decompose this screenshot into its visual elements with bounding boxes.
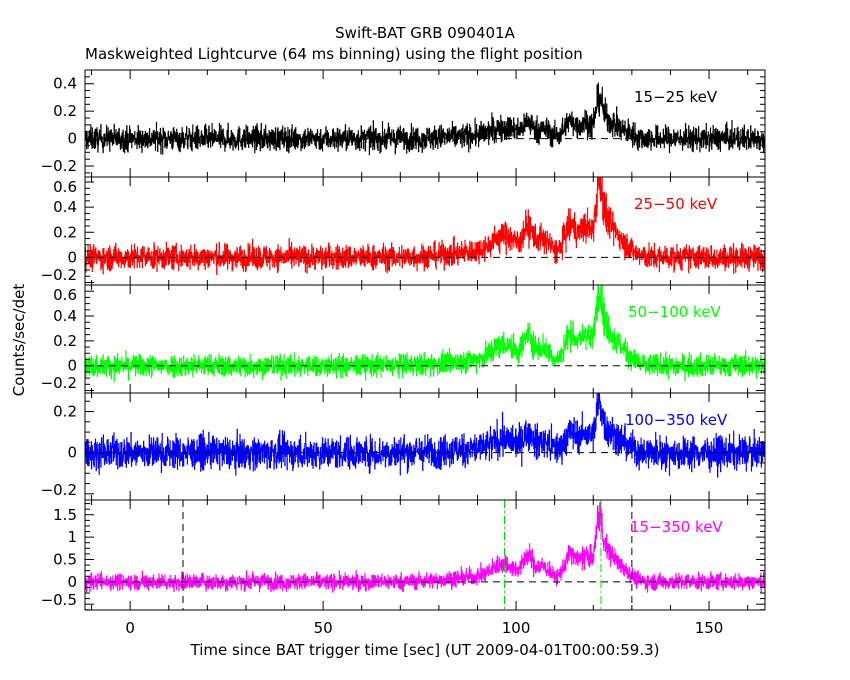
y-tick-label: 0 [67,357,77,375]
y-tick-label: 0.2 [53,102,77,120]
y-tick-label: 0.6 [53,286,77,304]
y-tick-label: −0.2 [41,481,77,499]
panel-frame [84,284,766,394]
y-tick-label: −0.2 [41,157,77,175]
chart-title: Swift-BAT GRB 090401A [335,24,515,42]
y-tick-label: 0 [67,444,77,462]
x-tick-label: 150 [695,619,724,637]
panel-frame [84,69,766,178]
y-tick-label: 0 [67,130,77,148]
y-tick-label: 0 [67,573,77,591]
y-tick-label: −0.5 [41,591,77,609]
y-tick-label: 1.5 [53,506,77,524]
y-axis-label: Counts/sec/det [10,284,28,397]
lightcurve-series [84,82,766,156]
band-label: 15−25 keV [634,88,718,106]
lightcurve-series [84,392,766,478]
lightcurve-series [84,176,766,275]
y-tick-label: 0.2 [53,403,77,421]
panel-frame [84,176,766,286]
y-tick-label: 1 [67,528,77,546]
lightcurve-series [84,284,766,382]
panel-frame [84,499,766,611]
y-tick-label: −0.2 [41,374,77,392]
band-label: 15−350 keV [630,518,723,536]
band-label: 25−50 keV [634,195,718,213]
band-label: 50−100 keV [628,303,721,321]
band-label: 100−350 keV [625,411,728,429]
y-tick-label: 0.4 [53,198,77,216]
y-tick-label: 0.4 [53,307,77,325]
y-tick-label: 0.2 [53,332,77,350]
panel-3: −0.2 0 0.2 100−350 keV [41,392,766,501]
y-tick-label: −0.2 [41,266,77,284]
y-tick-label: 0.4 [53,75,77,93]
chart-subtitle: Maskweighted Lightcurve (64 ms binning) … [85,45,583,63]
y-tick-label: 0 [67,248,77,266]
panel-2: −0.20 0.2 0.4 0.6 50−100 keV [41,284,766,394]
panel-1: −0.20 0.2 0.4 0.6 25−50 keV [41,176,766,286]
lightcurve-series [84,502,766,594]
y-tick-label: 0.2 [53,223,77,241]
panel-0: −0.2 0 0.2 0.4 15−25 keV [41,69,766,178]
x-axis-label: Time since BAT trigger time [sec] (UT 20… [190,641,660,659]
x-tick-label: 50 [314,619,333,637]
x-tick-label: 100 [502,619,531,637]
panel-4: −0.50 0.5 1 1.5 15−350 keV [41,499,766,611]
y-tick-label: 0.5 [53,550,77,568]
y-tick-label: 0.6 [53,178,77,196]
x-tick-label: 0 [125,619,135,637]
